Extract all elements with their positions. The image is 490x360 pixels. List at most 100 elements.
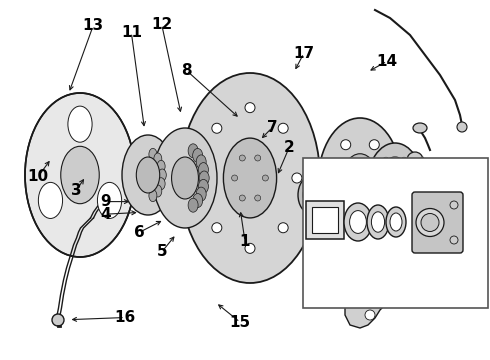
Ellipse shape [349, 211, 367, 233]
Text: 16: 16 [114, 310, 136, 325]
Ellipse shape [344, 203, 372, 241]
Ellipse shape [354, 287, 370, 303]
Ellipse shape [369, 216, 379, 226]
Ellipse shape [193, 194, 203, 208]
Ellipse shape [371, 212, 385, 232]
Ellipse shape [180, 73, 320, 283]
Text: 7: 7 [267, 120, 277, 135]
Ellipse shape [386, 207, 406, 237]
Ellipse shape [232, 175, 238, 181]
Ellipse shape [239, 195, 245, 201]
Ellipse shape [298, 177, 322, 213]
Ellipse shape [373, 181, 381, 189]
Text: 9: 9 [100, 194, 111, 209]
Text: 4: 4 [100, 207, 111, 222]
Ellipse shape [367, 205, 389, 239]
Ellipse shape [353, 162, 359, 170]
Ellipse shape [198, 163, 208, 177]
Ellipse shape [154, 153, 162, 165]
Ellipse shape [198, 173, 208, 183]
Ellipse shape [223, 138, 276, 218]
Text: 1: 1 [240, 234, 250, 249]
Ellipse shape [383, 206, 390, 213]
Ellipse shape [255, 155, 261, 161]
Ellipse shape [153, 128, 217, 228]
Ellipse shape [376, 286, 388, 298]
Ellipse shape [196, 155, 206, 169]
Ellipse shape [384, 178, 393, 188]
FancyBboxPatch shape [412, 192, 463, 253]
Ellipse shape [341, 216, 351, 226]
Bar [312, 207, 338, 233]
Ellipse shape [457, 122, 467, 132]
Ellipse shape [365, 193, 370, 201]
Ellipse shape [172, 157, 198, 199]
Ellipse shape [303, 184, 317, 206]
Ellipse shape [278, 223, 288, 233]
Ellipse shape [61, 146, 99, 204]
Text: 13: 13 [82, 18, 104, 33]
Text: 15: 15 [229, 315, 251, 330]
Ellipse shape [413, 123, 427, 133]
Ellipse shape [149, 148, 157, 160]
Ellipse shape [341, 140, 351, 150]
Text: 12: 12 [151, 17, 172, 32]
Text: 2: 2 [284, 140, 294, 155]
Ellipse shape [410, 181, 416, 189]
Ellipse shape [450, 201, 458, 209]
Polygon shape [345, 265, 400, 328]
Ellipse shape [188, 198, 198, 212]
Ellipse shape [193, 148, 203, 162]
Ellipse shape [383, 157, 390, 164]
Text: 6: 6 [134, 225, 145, 240]
Text: 10: 10 [27, 169, 49, 184]
Ellipse shape [400, 157, 408, 164]
Ellipse shape [196, 187, 206, 201]
Circle shape [416, 208, 444, 237]
Ellipse shape [154, 185, 162, 197]
Text: 8: 8 [181, 63, 192, 78]
Ellipse shape [369, 179, 375, 187]
Ellipse shape [311, 187, 329, 213]
Ellipse shape [68, 106, 92, 142]
Text: 5: 5 [156, 244, 167, 260]
Ellipse shape [367, 143, 423, 227]
Ellipse shape [365, 310, 375, 320]
Ellipse shape [326, 178, 337, 188]
Ellipse shape [421, 213, 439, 231]
Bar [306, 201, 344, 239]
Ellipse shape [149, 190, 157, 202]
Ellipse shape [98, 183, 122, 219]
Ellipse shape [245, 103, 255, 113]
Ellipse shape [188, 144, 198, 158]
Text: 3: 3 [71, 183, 81, 198]
Ellipse shape [199, 171, 209, 185]
Ellipse shape [25, 93, 135, 257]
Ellipse shape [255, 195, 261, 201]
Ellipse shape [239, 155, 245, 161]
Ellipse shape [450, 236, 458, 244]
Ellipse shape [122, 135, 174, 215]
Ellipse shape [52, 314, 64, 326]
Ellipse shape [407, 152, 423, 168]
Bar [303, 158, 488, 308]
Text: 14: 14 [376, 54, 398, 69]
Text: 11: 11 [121, 25, 142, 40]
Ellipse shape [347, 188, 353, 196]
Ellipse shape [346, 173, 352, 181]
Ellipse shape [292, 173, 302, 183]
Text: 17: 17 [293, 46, 315, 61]
Ellipse shape [318, 118, 402, 248]
Ellipse shape [136, 157, 160, 193]
Ellipse shape [212, 123, 222, 133]
Ellipse shape [369, 140, 379, 150]
Ellipse shape [363, 163, 369, 171]
Ellipse shape [157, 178, 165, 190]
Ellipse shape [390, 213, 402, 231]
Ellipse shape [341, 154, 379, 212]
Ellipse shape [245, 243, 255, 253]
Ellipse shape [278, 123, 288, 133]
Ellipse shape [340, 213, 350, 223]
Ellipse shape [355, 197, 361, 205]
Ellipse shape [263, 175, 269, 181]
